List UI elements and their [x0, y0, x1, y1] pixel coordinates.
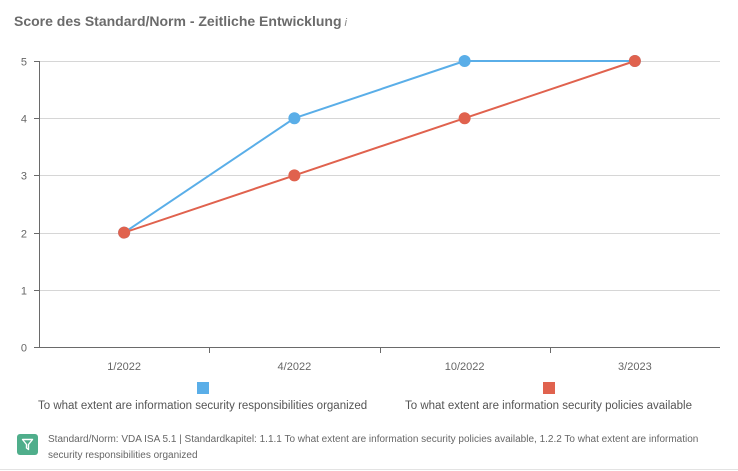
y-tick-label: 3: [21, 171, 27, 183]
y-tick-label: 1: [21, 286, 27, 298]
filter-description: Standard/Norm: VDA ISA 5.1 | Standardkap…: [48, 434, 699, 461]
legend-swatch-blue: [196, 382, 209, 394]
line-chart: 0 1 2 3 4 5 1/2022 4/2022 10/2022 3/2023: [21, 55, 720, 373]
legend-swatch-red: [542, 382, 555, 394]
series-line-0: [123, 60, 635, 234]
chart-title: Score des Standard/Norm - Zeitliche Entw…: [14, 13, 347, 29]
info-icon[interactable]: i: [344, 17, 347, 29]
data-point-series-0: [288, 112, 301, 125]
filter-icon: [21, 438, 34, 451]
filter-summary: Standard/Norm: VDA ISA 5.1 | Standardkap…: [17, 432, 717, 464]
legend-item-policies[interactable]: To what extent are information security …: [405, 382, 692, 412]
filter-button[interactable]: [17, 434, 38, 455]
legend-label: To what extent are information security …: [405, 400, 693, 412]
legend-item-responsibilities[interactable]: To what extent are information security …: [38, 382, 367, 412]
x-tick-label: 1/2022: [107, 361, 141, 373]
series-points: [118, 55, 641, 239]
y-tick-label: 5: [21, 57, 27, 69]
x-axis-ticks: 1/2022 4/2022 10/2022 3/2023: [107, 347, 652, 373]
divider: [0, 469, 738, 470]
y-tick-label: 4: [21, 114, 27, 126]
data-point-series-1: [628, 55, 641, 67]
x-tick-label: 4/2022: [278, 361, 312, 373]
data-point-series-1: [458, 112, 471, 125]
legend-label: To what extent are information security …: [38, 400, 368, 412]
series-lines: [123, 60, 636, 234]
y-tick-label: 2: [21, 229, 27, 241]
y-tick-label: 0: [21, 343, 27, 355]
x-tick-label: 10/2022: [445, 361, 485, 373]
gridlines: [39, 61, 720, 291]
data-point-series-0: [458, 55, 471, 67]
data-point-series-1: [288, 169, 301, 182]
chart-title-text: Score des Standard/Norm - Zeitliche Entw…: [14, 13, 342, 29]
x-tick-label: 3/2023: [618, 361, 652, 373]
data-point-series-1: [118, 226, 131, 239]
series-line-1: [123, 60, 636, 234]
y-axis-ticks: 0 1 2 3 4 5: [21, 57, 39, 355]
